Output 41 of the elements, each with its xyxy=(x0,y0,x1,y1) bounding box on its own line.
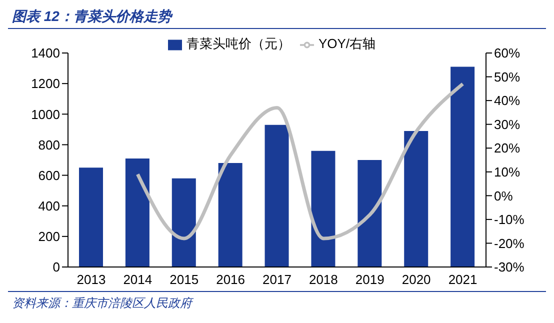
bar xyxy=(264,124,289,267)
bar xyxy=(404,130,428,267)
y2-tick-label: 10% xyxy=(494,164,520,180)
x-tick-label: 2016 xyxy=(216,272,246,288)
y-tick-label: 1400 xyxy=(31,46,60,61)
bar xyxy=(450,66,475,267)
y2-tick-label: -30% xyxy=(494,260,525,275)
x-tick-label: 2017 xyxy=(262,272,292,288)
y-tick-label: 1200 xyxy=(31,76,60,92)
x-tick-label: 2019 xyxy=(355,272,384,288)
legend-label: 青菜头吨价（元） xyxy=(186,36,290,51)
x-tick-label: 2018 xyxy=(308,272,338,288)
bar xyxy=(311,150,336,267)
y2-tick-label: 0% xyxy=(494,188,514,204)
y-tick-label: 0 xyxy=(52,260,60,275)
legend-label: YOY/右轴 xyxy=(318,36,376,51)
y2-tick-label: -20% xyxy=(494,236,525,251)
bar xyxy=(172,178,196,267)
y2-tick-label: -10% xyxy=(494,212,525,228)
y-tick-label: 200 xyxy=(38,229,60,244)
y-tick-label: 400 xyxy=(38,198,60,214)
bar xyxy=(218,163,242,267)
y-tick-label: 800 xyxy=(38,137,60,152)
bar xyxy=(125,158,150,267)
y2-tick-label: 40% xyxy=(494,93,520,108)
y-tick-label: 1000 xyxy=(31,106,60,122)
x-tick-label: 2020 xyxy=(402,272,431,288)
line-series xyxy=(136,82,465,240)
x-tick-label: 2014 xyxy=(123,272,152,288)
text: 资料来源：重庆市涪陵区人民政府 xyxy=(12,295,194,312)
bar xyxy=(358,160,382,267)
y2-tick-label: 60% xyxy=(494,46,520,61)
y2-tick-label: 20% xyxy=(494,140,520,156)
x-tick-label: 2015 xyxy=(170,272,199,288)
y2-tick-label: 30% xyxy=(494,116,520,132)
x-tick-label: 2013 xyxy=(76,272,106,288)
chart-title: 图表 12：青菜头价格走势 xyxy=(8,8,546,29)
y-tick-label: 600 xyxy=(38,168,60,183)
bar xyxy=(79,168,103,267)
x-tick-label: 2021 xyxy=(448,272,478,288)
y2-tick-label: 50% xyxy=(494,69,520,84)
